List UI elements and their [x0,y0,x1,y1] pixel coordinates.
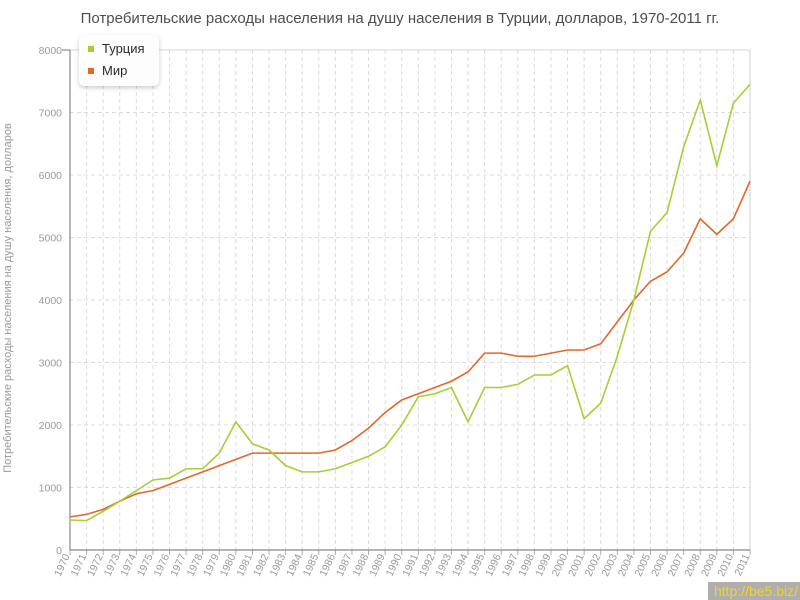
svg-text:7000: 7000 [39,108,63,120]
svg-text:4000: 4000 [39,295,63,307]
svg-text:3000: 3000 [39,358,63,370]
svg-text:6000: 6000 [39,170,63,182]
svg-text:2000: 2000 [39,420,63,432]
svg-text:2010: 2010 [715,552,736,578]
svg-text:5000: 5000 [39,233,63,245]
svg-text:8000: 8000 [39,45,63,57]
svg-text:2011: 2011 [732,552,752,578]
svg-text:1000: 1000 [39,483,63,495]
